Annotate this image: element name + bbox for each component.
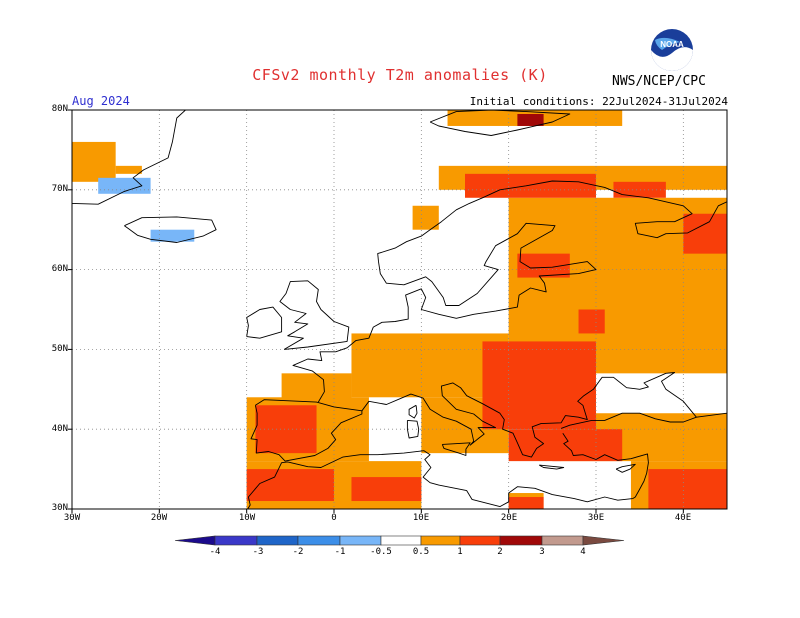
coastline-crete xyxy=(538,464,565,470)
lat-label-80n: 80N xyxy=(51,104,68,114)
coastline-sardinia xyxy=(406,419,420,439)
coastline-sicily xyxy=(441,442,471,456)
colorbar xyxy=(174,535,625,546)
anomaly-region-warm3-29 xyxy=(517,113,544,126)
anomaly-region-warm2-25 xyxy=(648,469,727,509)
colorbar-label-m1: -1 xyxy=(334,547,346,557)
colorbar-label-m3: -3 xyxy=(252,547,264,557)
colorbar-label-p2: 2 xyxy=(497,547,503,557)
anomaly-region-warm2-27 xyxy=(517,253,570,278)
lat-label-60n: 60N xyxy=(51,264,68,274)
map-title: CFSv2 monthly T2m anomalies (K) xyxy=(252,66,548,84)
anomaly-region-warm2-16 xyxy=(465,173,596,198)
anomaly-region-warm2-28 xyxy=(578,309,605,334)
lon-label-40e: 40E xyxy=(674,513,692,523)
logo-text: NOAA xyxy=(660,40,684,49)
coastline-ireland xyxy=(246,306,283,339)
colorbar-label-p4: 4 xyxy=(580,547,586,557)
lon-label-10e: 10E xyxy=(412,513,430,523)
colorbar-segment-4 xyxy=(339,535,382,546)
anomaly-region-cool1-3 xyxy=(150,229,195,242)
noaa-logo-icon: NOAA xyxy=(651,29,693,71)
coastline-corsica xyxy=(408,404,418,419)
coastline-iceland xyxy=(124,216,217,243)
lon-label-30e: 30E xyxy=(587,513,605,523)
anomaly-region-warm1-15 xyxy=(412,205,439,230)
anomaly-region-warm2-21 xyxy=(255,405,317,454)
lon-label-20w: 20W xyxy=(150,513,168,523)
lat-label-30n: 30N xyxy=(51,503,68,513)
anomaly-region-warm2-19 xyxy=(482,341,596,430)
colorbar-segment-3 xyxy=(297,535,341,546)
lon-label-10w: 10W xyxy=(238,513,256,523)
forecast-month: Aug 2024 xyxy=(72,94,130,108)
map-frame xyxy=(71,109,728,510)
colorbar-label-m4: -4 xyxy=(209,547,221,557)
colorbar-label-p05: 0.5 xyxy=(412,547,430,557)
colorbar-segment-7 xyxy=(459,535,501,546)
colorbar-label-m05: -0.5 xyxy=(370,547,392,557)
initial-conditions: Initial conditions: 22Jul2024-31Jul2024 xyxy=(469,95,728,108)
anomaly-region-warm2-26 xyxy=(508,497,544,509)
coastline-anatolia-south xyxy=(562,432,649,499)
colorbar-label-m2: -2 xyxy=(292,547,304,557)
coastline-continent-south xyxy=(361,372,727,458)
colorbar-label-p3: 3 xyxy=(539,547,545,557)
lon-label-30w: 30W xyxy=(63,513,81,523)
colorbar-segment-5 xyxy=(380,535,422,546)
lon-label-20e: 20E xyxy=(500,513,518,523)
coastline-cyprus xyxy=(615,463,636,473)
coastline-iberia xyxy=(250,399,363,462)
colorbar-segment-6 xyxy=(420,535,461,546)
colorbar-segment-1 xyxy=(214,535,258,546)
lon-label-0: 0 xyxy=(331,513,337,523)
coastline-great-britain xyxy=(279,280,350,350)
anomaly-region-warm1-0 xyxy=(72,141,116,182)
colorbar-segment-0 xyxy=(174,535,216,546)
coastline-turkey xyxy=(560,412,697,429)
coastline-continent xyxy=(292,180,727,403)
lat-label-50n: 50N xyxy=(51,344,68,354)
anomaly-region-warm2-18 xyxy=(683,213,727,254)
anomaly-region-warm2-17 xyxy=(613,181,666,198)
anomaly-region-warm1-1 xyxy=(115,165,142,174)
lat-label-70n: 70N xyxy=(51,184,68,194)
anomaly-region-warm2-23 xyxy=(351,477,422,502)
lat-label-40n: 40N xyxy=(51,424,68,434)
colorbar-segment-9 xyxy=(541,535,584,546)
colorbar-segment-10 xyxy=(582,535,625,546)
agency-label: NWS/NCEP/CPC xyxy=(612,74,706,89)
coastline-svalbard xyxy=(429,110,571,136)
colorbar-segment-2 xyxy=(256,535,299,546)
anomaly-region-warm2-22 xyxy=(246,469,334,502)
colorbar-label-p1: 1 xyxy=(457,547,463,557)
coastline-north-africa xyxy=(247,450,633,509)
colorbar-segment-8 xyxy=(499,535,543,546)
coastline-greenland xyxy=(72,110,186,205)
